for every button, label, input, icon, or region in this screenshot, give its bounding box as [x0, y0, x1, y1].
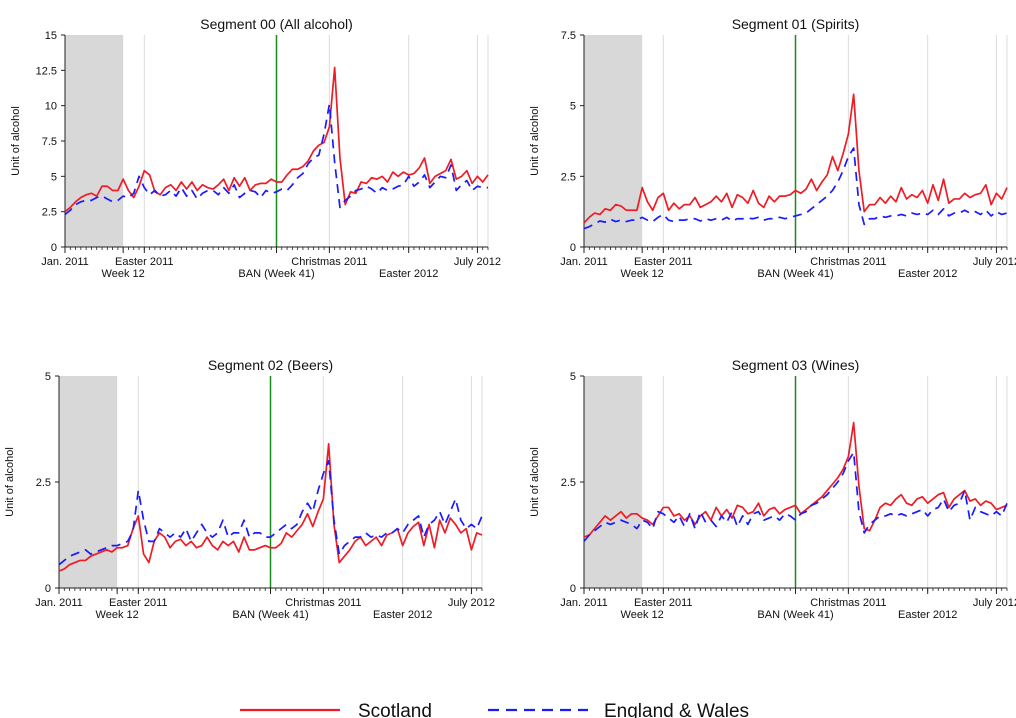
x-tick-label: Jan. 2011 — [35, 597, 83, 609]
x-tick-label: July 2012 — [454, 256, 501, 268]
x-tick-label: BAN (Week 41) — [757, 609, 833, 621]
x-tick-label: Easter 2011 — [634, 256, 693, 268]
y-tick-label: 5 — [570, 371, 576, 383]
england-wales-line — [64, 103, 488, 216]
x-tick-label: Easter 2011 — [634, 597, 693, 609]
x-tick-label: Easter 2012 — [379, 268, 438, 280]
england-wales-line — [58, 459, 483, 566]
x-tick-label: Week 12 — [96, 609, 139, 621]
x-tick-label: Easter 2011 — [109, 597, 168, 609]
y-axis-label: Unit of alcohol — [4, 447, 16, 517]
y-tick-label: 7.5 — [42, 136, 57, 148]
x-tick-label: Christmas 2011 — [810, 256, 886, 268]
y-axis-label: Unit of alcohol — [10, 106, 22, 176]
shaded-period — [59, 376, 118, 588]
y-tick-label: 7.5 — [561, 30, 576, 42]
x-tick-label: Easter 2012 — [373, 609, 432, 621]
x-tick-label: Week 12 — [621, 609, 664, 621]
y-tick-label: 2.5 — [36, 477, 51, 489]
y-tick-label: 10 — [45, 101, 57, 113]
y-tick-label: 0 — [570, 242, 576, 254]
y-tick-label: 2.5 — [42, 207, 57, 219]
panel-title: Segment 01 (Spirits) — [732, 16, 860, 32]
x-tick-label: Jan. 2011 — [560, 597, 608, 609]
x-tick-label: Easter 2012 — [898, 609, 957, 621]
y-tick-label: 2.5 — [561, 171, 576, 183]
y-tick-label: 0 — [570, 583, 576, 595]
scotland-line — [64, 66, 489, 213]
x-tick-label: Christmas 2011 — [285, 597, 361, 609]
x-tick-label: Week 12 — [102, 268, 145, 280]
legend-england-wales-label: England & Wales — [604, 701, 749, 718]
x-tick-label: Easter 2011 — [115, 256, 174, 268]
y-tick-label: 5 — [45, 371, 51, 383]
england-wales-line — [583, 451, 1008, 542]
panel-title: Segment 02 (Beers) — [208, 357, 333, 373]
x-tick-label: BAN (Week 41) — [232, 609, 308, 621]
x-tick-label: July 2012 — [448, 597, 495, 609]
x-tick-label: BAN (Week 41) — [757, 268, 833, 280]
x-tick-label: Week 12 — [621, 268, 664, 280]
shaded-period — [584, 35, 643, 247]
x-tick-label: July 2012 — [973, 597, 1016, 609]
x-tick-label: Christmas 2011 — [810, 597, 886, 609]
y-tick-label: 15 — [45, 30, 57, 42]
legend-scotland-label: Scotland — [358, 701, 432, 718]
scotland-line — [583, 93, 1008, 224]
shaded-period — [65, 35, 124, 247]
y-tick-label: 12.5 — [36, 65, 57, 77]
panel-title: Segment 00 (All alcohol) — [200, 16, 353, 32]
x-tick-label: BAN (Week 41) — [238, 268, 314, 280]
x-tick-label: July 2012 — [973, 256, 1016, 268]
x-tick-label: Christmas 2011 — [291, 256, 367, 268]
panel-title: Segment 03 (Wines) — [732, 357, 860, 373]
y-tick-label: 0 — [51, 242, 57, 254]
y-tick-label: 5 — [570, 101, 576, 113]
y-tick-label: 5 — [51, 171, 57, 183]
y-tick-label: 0 — [45, 583, 51, 595]
england-wales-line — [583, 147, 1008, 230]
x-tick-label: Easter 2012 — [898, 268, 957, 280]
shaded-period — [584, 376, 643, 588]
y-tick-label: 2.5 — [561, 477, 576, 489]
x-tick-label: Jan. 2011 — [560, 256, 608, 268]
scotland-line — [58, 442, 483, 572]
legend: Scotland England & Wales — [240, 701, 749, 718]
y-axis-label: Unit of alcohol — [529, 447, 541, 517]
y-axis-label: Unit of alcohol — [529, 106, 541, 176]
x-tick-label: Jan. 2011 — [41, 256, 89, 268]
